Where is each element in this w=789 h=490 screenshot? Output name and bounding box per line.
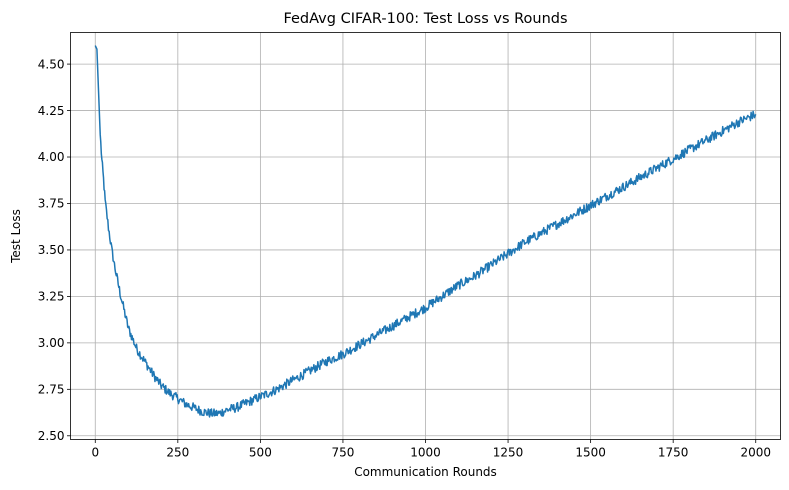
x-tick-label: 250 [166, 446, 189, 460]
y-tick-label: 2.50 [38, 429, 65, 443]
y-tick-label: 2.75 [38, 383, 65, 397]
y-tick-label: 3.25 [38, 290, 65, 304]
test-loss-line [94, 45, 757, 418]
x-tick-label: 2000 [740, 446, 771, 460]
y-axis-label: Test Loss [9, 209, 23, 264]
x-tick-label: 750 [331, 446, 354, 460]
y-tick-label: 3.75 [38, 197, 65, 211]
x-tick-label: 1250 [493, 446, 524, 460]
y-tick-label: 4.00 [38, 150, 65, 164]
x-tick-label: 0 [91, 446, 99, 460]
x-tick-label: 1500 [575, 446, 606, 460]
x-axis-ticks: 0 250 500 750 1000 1250 1500 1750 2000 [91, 439, 771, 460]
y-tick-label: 3.00 [38, 336, 65, 350]
y-tick-label: 4.50 [38, 57, 65, 71]
x-axis-label: Communication Rounds [354, 465, 497, 479]
grid [70, 32, 781, 440]
y-tick-label: 3.50 [38, 243, 65, 257]
x-tick-label: 500 [249, 446, 272, 460]
chart-title: FedAvg CIFAR-100: Test Loss vs Rounds [283, 11, 567, 27]
x-tick-label: 1000 [410, 446, 441, 460]
y-axis-ticks: 2.50 2.75 3.00 3.25 3.50 3.75 4.00 4.25 4.50 [38, 57, 71, 443]
x-tick-label: 1750 [658, 446, 689, 460]
series-layer [94, 45, 757, 418]
y-tick-label: 4.25 [38, 104, 65, 118]
